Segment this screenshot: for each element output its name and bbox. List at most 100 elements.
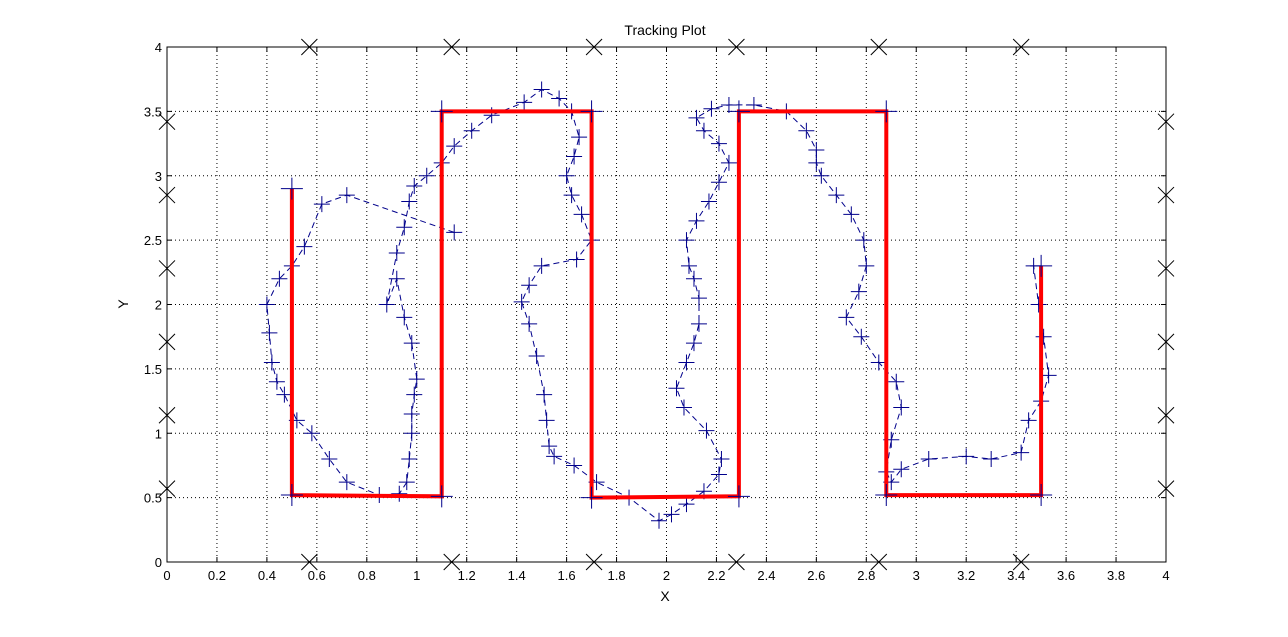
x-tick-label: 1: [413, 568, 420, 583]
plus-marker: [690, 290, 707, 307]
plus-marker: [720, 96, 737, 113]
plus-marker: [713, 451, 730, 467]
x-tick-label: 3: [913, 568, 920, 583]
plus-marker: [338, 474, 355, 491]
x-tick-label: 2: [663, 568, 670, 583]
plus-marker: [1040, 367, 1057, 384]
plus-marker: [516, 94, 533, 111]
plus-marker: [268, 373, 285, 390]
x-tick-label: 1.6: [558, 568, 576, 583]
plus-marker: [700, 193, 717, 210]
plus-marker: [573, 206, 590, 223]
x-marker: [1012, 553, 1030, 571]
plus-marker: [533, 81, 550, 98]
plus-marker: [920, 451, 937, 467]
plus-marker: [280, 484, 303, 507]
x-marker: [728, 38, 745, 56]
x-marker: [1157, 333, 1175, 351]
x-marker: [585, 38, 603, 56]
x-marker: [1157, 186, 1175, 204]
y-tick-label: 3: [155, 169, 162, 184]
plus-marker: [303, 425, 320, 442]
plus-marker: [828, 187, 845, 204]
plus-marker: [571, 129, 588, 146]
x-tick-label: 0.6: [308, 568, 326, 583]
x-tick-label: 2.8: [857, 568, 875, 583]
y-tick-label: 3.5: [144, 104, 162, 119]
plus-marker: [685, 335, 702, 352]
x-tick-label: 4: [1162, 568, 1169, 583]
plus-marker: [858, 257, 875, 274]
plus-marker: [538, 412, 555, 429]
plus-marker: [378, 296, 395, 313]
plus-marker: [258, 296, 275, 313]
plus-marker: [541, 438, 558, 455]
plus-marker: [703, 100, 720, 117]
plus-marker: [568, 251, 585, 268]
x-tick-label: 1.4: [508, 568, 526, 583]
x-tick-label: 3.8: [1107, 568, 1125, 583]
x-marker: [870, 38, 888, 56]
y-tick-label: 2.5: [144, 233, 162, 248]
plus-marker: [688, 212, 705, 229]
plus-marker: [463, 122, 480, 139]
plus-marker: [710, 135, 727, 152]
plus-marker: [668, 380, 685, 397]
plus-marker: [401, 451, 418, 467]
plus-marker: [870, 354, 887, 371]
y-tick-label: 2: [155, 298, 162, 313]
plus-marker: [855, 232, 872, 249]
plus-marker: [888, 373, 905, 390]
series-layer: [158, 38, 1175, 571]
x-tick-label: 0.4: [258, 568, 276, 583]
plus-marker: [853, 328, 870, 345]
plus-marker: [1030, 484, 1053, 507]
plus-marker: [727, 485, 750, 508]
x-marker: [870, 553, 888, 571]
plus-marker: [850, 283, 867, 300]
y-tick-label: 4: [155, 40, 162, 55]
plus-marker: [401, 193, 418, 210]
plus-marker: [396, 309, 413, 326]
plus-marker: [675, 399, 692, 416]
plus-marker: [690, 315, 707, 332]
grid-lines: [167, 47, 1166, 562]
x-marker: [158, 113, 176, 131]
plus-marker: [1020, 412, 1037, 429]
plus-marker: [396, 219, 413, 236]
plus-marker: [651, 512, 668, 529]
plus-marker: [983, 451, 1000, 467]
plus-marker: [338, 187, 355, 204]
x-tick-label: 3.2: [957, 568, 975, 583]
plus-marker: [446, 224, 463, 241]
plus-marker: [513, 293, 530, 310]
plus-marker: [546, 448, 563, 465]
x-marker: [443, 553, 461, 571]
plus-marker: [663, 506, 680, 523]
plus-marker: [388, 270, 405, 287]
plus-marker: [893, 461, 910, 478]
plus-marker: [398, 474, 415, 491]
plus-marker: [528, 348, 545, 364]
plus-marker: [403, 405, 420, 422]
plus-marker: [403, 335, 420, 352]
x-marker: [1157, 480, 1175, 497]
tick-labels: 0 0.2 0.4 0.6 0.8 1 1.2 1.4 1.6 1.8 2 2.2 2.4 2.6 2.8 3…: [144, 40, 1170, 583]
x-marker: [158, 260, 176, 277]
plus-marker: [408, 371, 425, 388]
y-axis-label: Y: [115, 299, 131, 309]
plus-marker: [685, 270, 702, 287]
plus-marker: [321, 451, 338, 467]
x-tick-label: 1.8: [608, 568, 626, 583]
plus-marker: [813, 167, 830, 184]
x-tick-label: 1.2: [458, 568, 476, 583]
x-marker: [301, 553, 318, 571]
plus-marker: [536, 386, 553, 403]
y-tick-label: 1.5: [144, 362, 162, 377]
plus-marker: [280, 177, 303, 200]
plus-marker: [875, 484, 898, 507]
plus-marker: [263, 354, 280, 371]
plus-marker: [406, 386, 423, 403]
